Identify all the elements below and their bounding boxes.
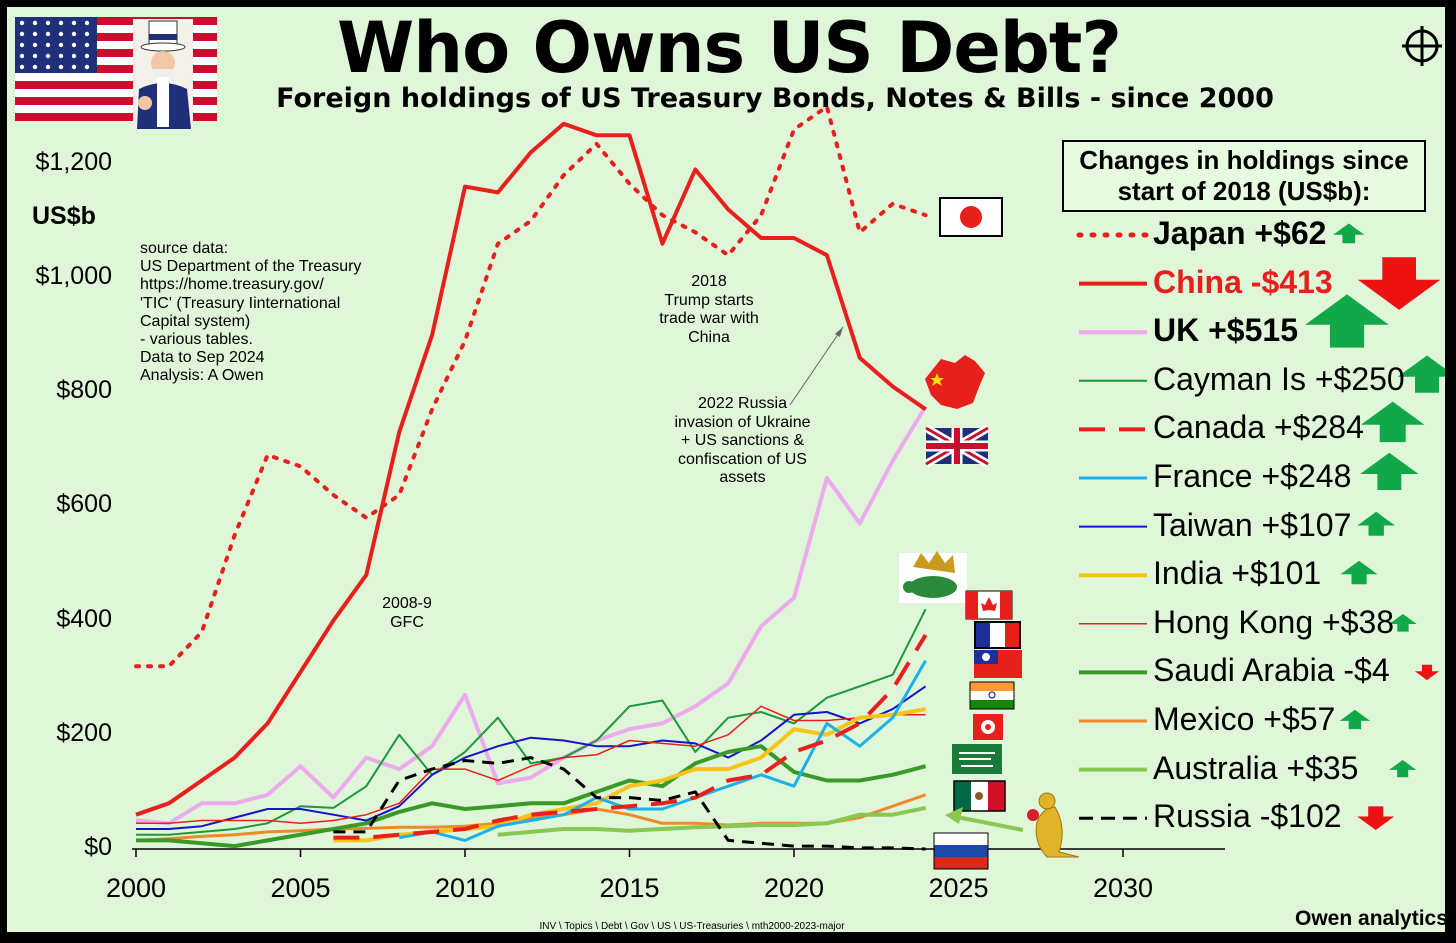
change-down-arrow-icon bbox=[1357, 257, 1441, 310]
x-tick-label: 2015 bbox=[599, 873, 660, 903]
series-line-japan bbox=[134, 104, 928, 669]
series-line-cayman bbox=[136, 608, 927, 836]
india-flag-icon bbox=[969, 681, 1015, 710]
legend-entry: Cayman Is +$250 bbox=[1153, 360, 1405, 397]
change-up-arrow-icon bbox=[1360, 452, 1419, 490]
source-note: source data: US Department of the Treasu… bbox=[140, 240, 362, 385]
legend-title: Changes in holdings since start of 2018 … bbox=[1062, 140, 1426, 212]
taiwan-flag-icon bbox=[974, 650, 1022, 678]
legend-entry: India +$101 bbox=[1153, 555, 1322, 592]
series-line-russia bbox=[333, 756, 926, 851]
y-tick-label: $200 bbox=[56, 718, 112, 747]
legend-entry: Canada +$284 bbox=[1153, 409, 1364, 446]
x-tick-label: 2030 bbox=[1092, 873, 1154, 903]
kangaroo-icon bbox=[1027, 792, 1080, 858]
legend-entry: France +$248 bbox=[1153, 458, 1352, 494]
annotation-trade-war: 2018 Trump starts trade war with China bbox=[659, 273, 759, 346]
uncle-sam-icon bbox=[133, 19, 193, 129]
series-line-taiwan bbox=[136, 685, 927, 830]
cayman-turtle-icon bbox=[899, 551, 967, 603]
change-up-arrow-icon bbox=[1389, 614, 1417, 632]
australia-pointer-arrowhead bbox=[945, 807, 963, 824]
y-axis-unit: US$b bbox=[32, 202, 96, 230]
change-up-arrow-icon bbox=[1389, 760, 1417, 778]
series-line-australia bbox=[497, 805, 927, 837]
chart-title: Who Owns US Debt? bbox=[337, 7, 1122, 89]
brand-logo: Owen analytics bbox=[1295, 907, 1448, 930]
legend-entry: Russia -$102 bbox=[1153, 798, 1342, 835]
x-tick-label: 2025 bbox=[928, 873, 989, 903]
change-up-arrow-icon bbox=[1305, 294, 1389, 348]
australia-pointer-arrow bbox=[956, 815, 1024, 832]
series-line-china bbox=[135, 121, 927, 817]
change-down-arrow-icon bbox=[1357, 806, 1395, 830]
annotation-arrowhead bbox=[835, 327, 843, 337]
legend-entry: Taiwan +$107 bbox=[1153, 506, 1352, 543]
y-tick-label: $1,000 bbox=[35, 262, 112, 290]
crosshair-icon bbox=[1402, 26, 1442, 66]
y-tick-label: $400 bbox=[56, 604, 112, 633]
change-up-arrow-icon bbox=[1357, 511, 1395, 536]
chart-subtitle: Foreign holdings of US Treasury Bonds, N… bbox=[276, 83, 1274, 114]
annotation-arrow bbox=[789, 326, 844, 406]
russia-flag-icon bbox=[933, 832, 989, 870]
series-line-canada bbox=[333, 633, 928, 840]
y-tick-label: $1,200 bbox=[35, 147, 112, 176]
change-up-arrow-icon bbox=[1333, 223, 1365, 244]
y-tick-label: $600 bbox=[56, 490, 112, 519]
legend-entry: Hong Kong +$38 bbox=[1153, 603, 1395, 640]
file-path-footer: INV \ Topics \ Debt \ Gov \ US \ US-Trea… bbox=[539, 921, 845, 932]
series-line-saudi bbox=[136, 744, 927, 849]
y-tick-label: $800 bbox=[56, 376, 112, 405]
x-tick-label: 2010 bbox=[434, 873, 496, 903]
change-up-arrow-icon bbox=[1360, 401, 1425, 443]
x-tick-label: 2000 bbox=[105, 873, 167, 903]
france-flag-icon bbox=[974, 621, 1021, 649]
x-tick-label: 2020 bbox=[763, 873, 825, 903]
hong-kong-flag-icon bbox=[973, 714, 1003, 740]
china-map-icon bbox=[925, 355, 985, 409]
canada-flag-icon bbox=[965, 590, 1013, 620]
change-up-arrow-icon bbox=[1340, 560, 1378, 585]
saudi-flag-icon bbox=[952, 744, 1002, 774]
line-chart bbox=[15, 17, 1445, 870]
annotation-gfc: 2008-9 GFC bbox=[382, 595, 432, 631]
series-line-france bbox=[398, 659, 927, 842]
chart-frame: Who Owns US Debt? Foreign holdings of US… bbox=[4, 4, 1448, 935]
legend-entry: Australia +$35 bbox=[1153, 749, 1359, 786]
annotation-russia: 2022 Russia invasion of Ukraine + US san… bbox=[674, 395, 811, 486]
change-up-arrow-icon bbox=[1397, 355, 1445, 393]
change-down-arrow-icon bbox=[1414, 664, 1440, 681]
change-up-arrow-icon bbox=[1339, 709, 1371, 730]
us-flag-icon bbox=[15, 17, 217, 121]
legend-entry: Mexico +$57 bbox=[1153, 701, 1336, 737]
x-tick-label: 2005 bbox=[270, 873, 331, 903]
legend-entry: UK +$515 bbox=[1153, 312, 1298, 349]
uk-flag-icon bbox=[923, 424, 991, 468]
legend-entry: Japan +$62 bbox=[1153, 215, 1327, 251]
y-tick-label: $0 bbox=[84, 833, 112, 861]
mexico-flag-icon bbox=[953, 780, 1006, 812]
series-line-hong bbox=[136, 705, 926, 825]
series-line-uk bbox=[135, 405, 928, 826]
legend-entry: Saudi Arabia -$4 bbox=[1153, 652, 1390, 689]
japan-flag-icon bbox=[939, 197, 1003, 237]
legend-entry: China -$413 bbox=[1153, 263, 1333, 300]
